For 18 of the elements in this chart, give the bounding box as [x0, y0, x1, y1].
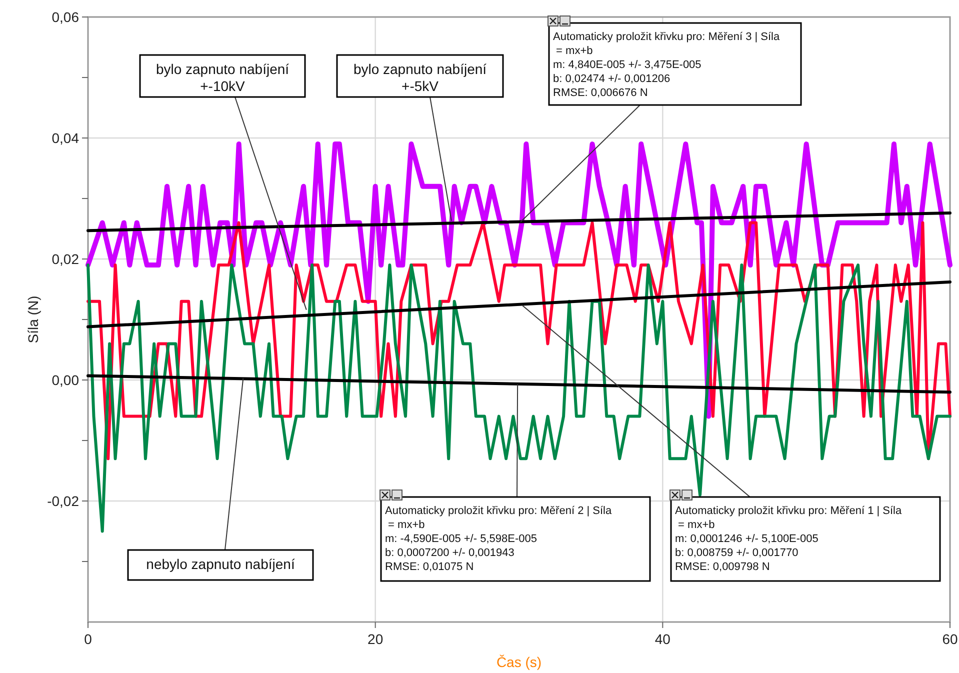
y-tick-label: -0,02 — [47, 492, 80, 509]
y-tick-label: 0,02 — [52, 250, 80, 267]
y-tick-label: 0,00 — [52, 372, 80, 388]
annotation: nebylo zapnuto nabíjení — [146, 556, 295, 572]
annotation: Automaticky proložit křivku pro: Měření 1 | Síla = mx+b m: 0,0001246 +/- 5,100E-005 b: 0,008759 +/- 0,001770 RMSE: 0,009798 N — [675, 505, 902, 573]
x-axis-title: Čas (s) — [496, 654, 542, 670]
y-tick-label: 0,04 — [52, 130, 80, 146]
x-tick-label: 40 — [654, 631, 671, 647]
x-tick-label: 0 — [84, 631, 92, 647]
annotation: Automaticky proložit křivku pro: Měření 3 | Síla = mx+b m: 4,840E-005 +/- 3,475E-005 b: 0,02474 +/- 0,001206 RMSE: 0,006676 N — [553, 31, 780, 99]
annotation: bylo zapnuto nabíjení +-10kV — [156, 61, 290, 94]
annotation: Automaticky proložit křivku pro: Měření 2 | Síla = mx+b m: -4,590E-005 +/- 5,598E-005 b: 0,0007200 +/- 0,001943 RMSE: 0,01075 N — [385, 505, 612, 573]
y-axis-title: Síla (N) — [25, 296, 41, 344]
x-tick-label: 20 — [368, 631, 384, 647]
x-tick-label: 60 — [942, 631, 958, 647]
annotation: bylo zapnuto nabíjení +-5kV — [353, 61, 487, 94]
line-series — [86, 264, 952, 533]
y-tick-label: 0,06 — [52, 8, 80, 25]
